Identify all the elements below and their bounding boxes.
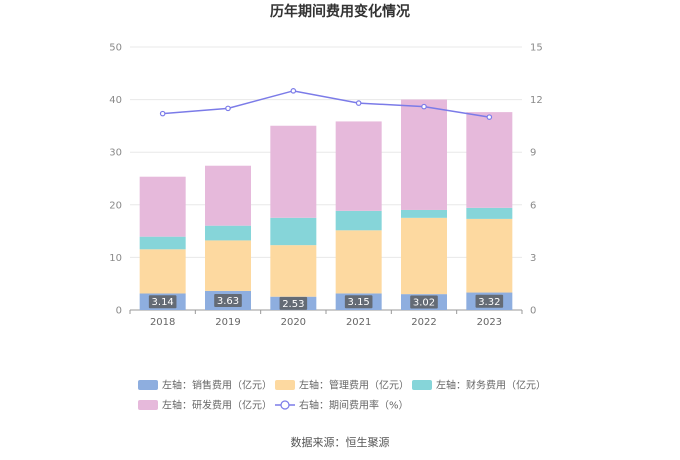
legend-label: 左轴：研发费用（亿元） [162, 399, 272, 412]
rate-point [159, 110, 166, 117]
y-left-tick-label: 40 [109, 95, 122, 106]
bars: 3.14 3.63 2.53 3.15 3.02 3.32 [139, 99, 513, 310]
legend-swatch [412, 380, 432, 390]
data-label: 3.02 [413, 298, 435, 309]
legend-label: 左轴：管理费用（亿元） [299, 379, 409, 392]
bar-segment [205, 240, 251, 291]
rate-series-line [162, 90, 490, 118]
bar-segment [270, 125, 317, 218]
bar-segment [466, 218, 513, 293]
grid [130, 46, 522, 311]
y-left-tick-label: 0 [116, 306, 122, 317]
data-label: 3.32 [478, 297, 500, 308]
x-tick-label: 2019 [215, 317, 240, 328]
x-tick-label: 2020 [281, 317, 306, 328]
bar-segment [139, 249, 186, 294]
y-right-tick-label: 12 [530, 95, 543, 106]
y-right-tick-label: 15 [530, 43, 543, 54]
bar-segment [401, 217, 447, 295]
data-label-background [214, 293, 242, 307]
y-left-tick-label: 20 [109, 200, 122, 211]
legend: 左轴：销售费用（亿元） 左轴：管理费用（亿元） 左轴：财务费用（亿元） 左轴：研发费用… [138, 379, 546, 412]
y-left-tick-label: 50 [109, 43, 122, 54]
data-label: 3.63 [217, 296, 239, 307]
x-tick-label: 2023 [477, 317, 502, 328]
legend-swatch-marker [280, 400, 290, 410]
bar-segment [466, 207, 513, 219]
bar-segment [335, 210, 382, 231]
legend-label: 左轴：销售费用（亿元） [162, 379, 272, 392]
rate-point [225, 105, 231, 112]
legend-swatch [138, 380, 158, 390]
bar-segment [205, 165, 251, 226]
y-left-tick-label: 10 [109, 253, 122, 264]
data-label-background [148, 295, 177, 309]
bar-segment [401, 209, 447, 218]
legend-swatch [275, 380, 295, 390]
data-label: 3.15 [348, 297, 370, 308]
rate-point [421, 103, 427, 110]
rate-point [486, 114, 493, 120]
y-left-tick-label: 30 [109, 148, 122, 159]
rate-line [159, 88, 493, 120]
rate-point [355, 100, 362, 106]
legend-label: 左轴：财务费用（亿元） [436, 379, 546, 392]
x-tick-label: 2022 [411, 317, 436, 328]
data-label: 3.14 [152, 297, 174, 308]
bar-segment [401, 99, 447, 210]
legend-swatch [138, 400, 158, 410]
axes: 0 0 10 3 20 6 30 9 40 12 50 15 2018 2019 2020 2021 2022 2… [109, 43, 542, 329]
data-label-background [344, 295, 373, 309]
bar-segment [205, 225, 251, 241]
bar-segment [335, 121, 382, 211]
x-tick-label: 2018 [150, 317, 175, 328]
data-label-background [475, 294, 504, 308]
y-right-tick-label: 3 [530, 253, 536, 264]
y-right-tick-label: 0 [530, 306, 536, 317]
data-label: 2.53 [282, 299, 304, 310]
bar-segment [466, 112, 513, 208]
bar-segment [335, 230, 382, 294]
data-label-background [410, 295, 438, 309]
data-label-background [279, 296, 308, 310]
bar-segment [139, 236, 186, 250]
bar-segment [139, 176, 186, 237]
bar-segment [270, 245, 317, 297]
rate-point [290, 88, 297, 94]
bar-segment [270, 217, 317, 246]
chart-title: 历年期间费用变化情况 [270, 3, 410, 20]
legend-label: 右轴：期间费用率（%） [299, 399, 409, 412]
y-right-tick-label: 6 [530, 200, 536, 211]
x-tick-label: 2021 [346, 317, 371, 328]
y-right-tick-label: 9 [530, 148, 536, 159]
source-text: 数据来源：恒生聚源 [291, 435, 390, 449]
